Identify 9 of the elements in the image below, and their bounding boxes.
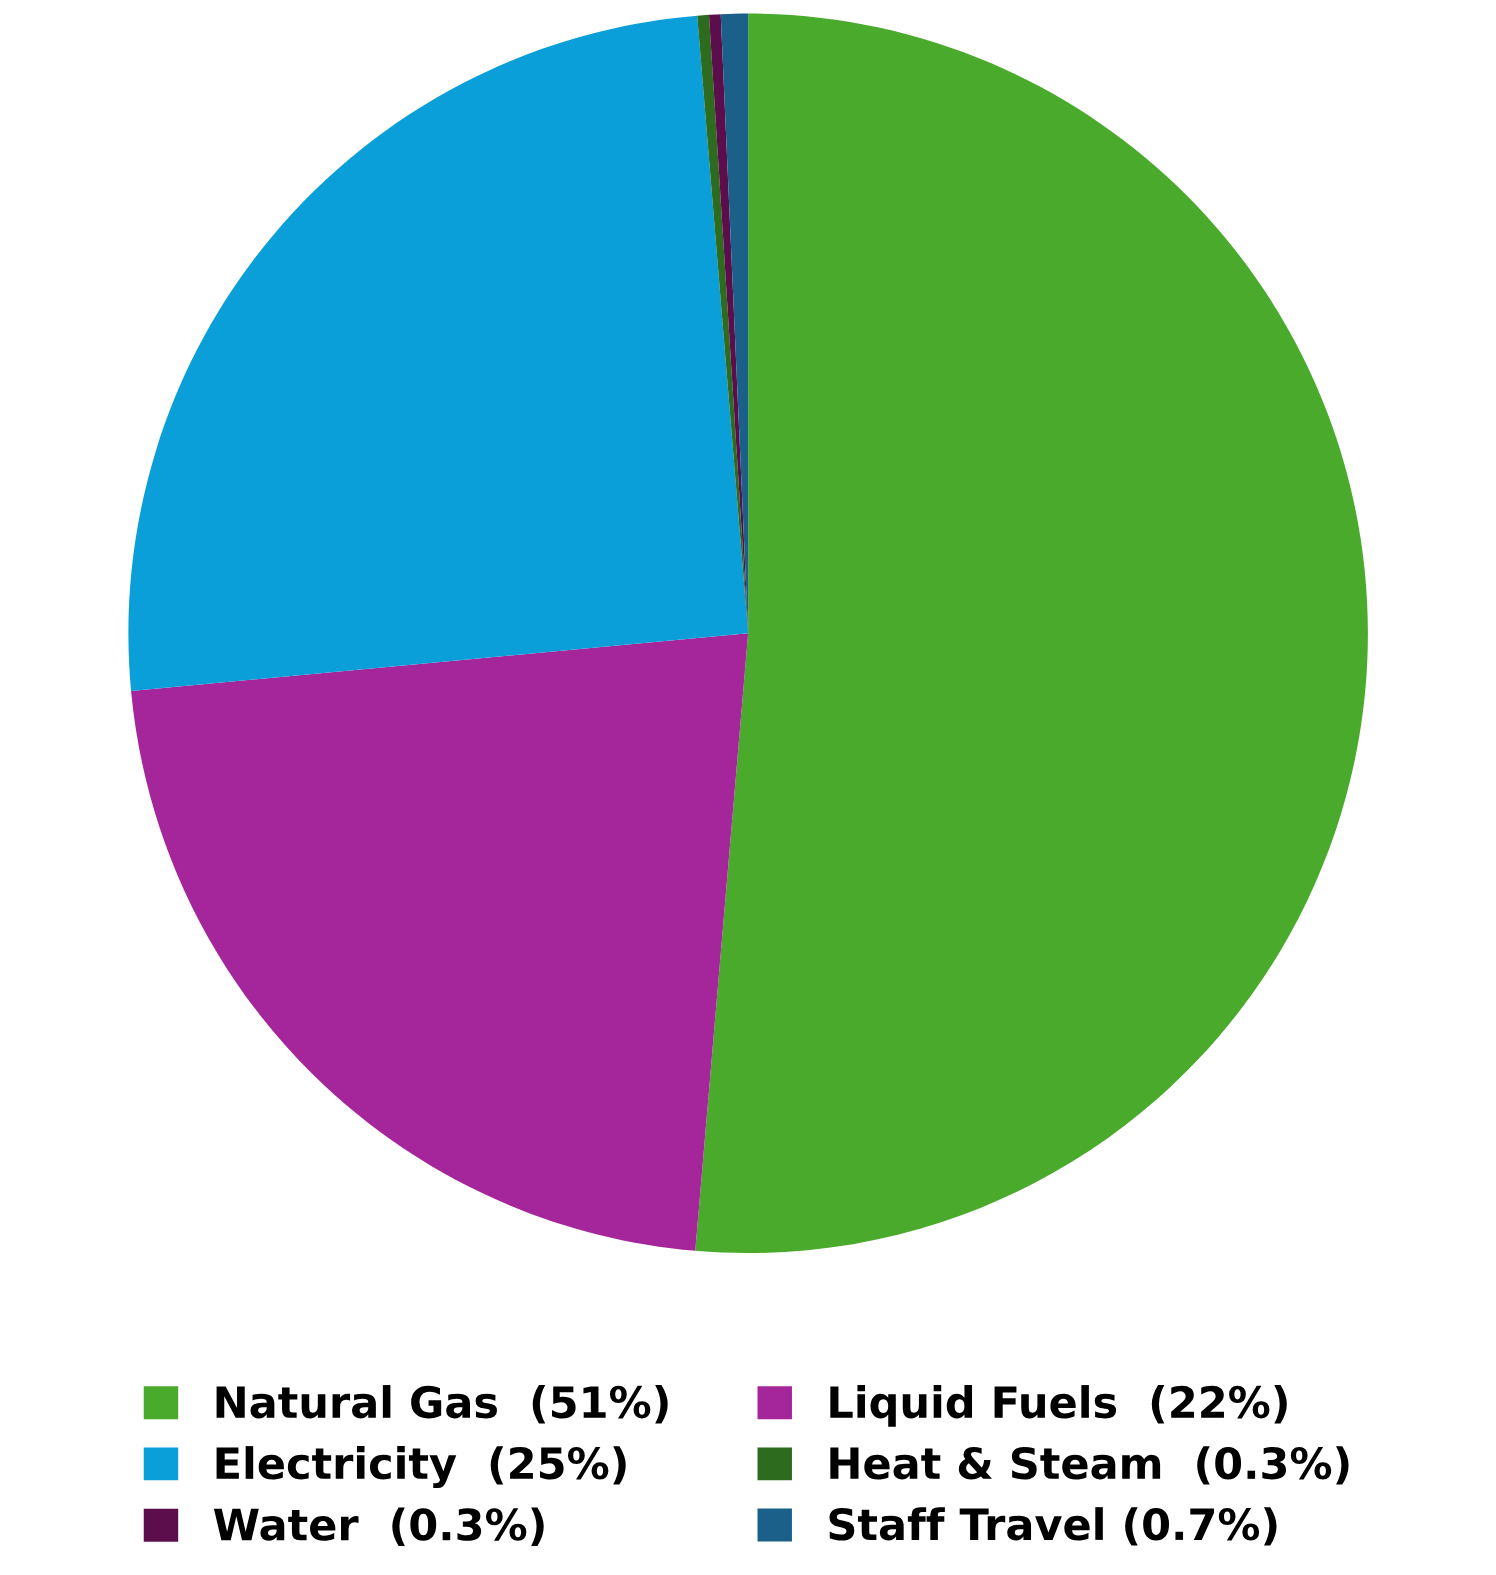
legend-label: Heat & Steam (0.3%): [830, 1446, 1349, 1485]
pie-slice: [695, 13, 1368, 1253]
legend-label: Natural Gas (51%): [216, 1385, 668, 1424]
legend-label: Staff Travel (0.7%): [829, 1507, 1277, 1546]
legend-label: Electricity (25%): [216, 1446, 626, 1489]
pie-slice: [128, 15, 749, 692]
pie-slice: [131, 633, 749, 1251]
legend-label: Liquid Fuels (22%): [830, 1385, 1287, 1427]
legend-label: Water (0.3%): [213, 1507, 544, 1546]
